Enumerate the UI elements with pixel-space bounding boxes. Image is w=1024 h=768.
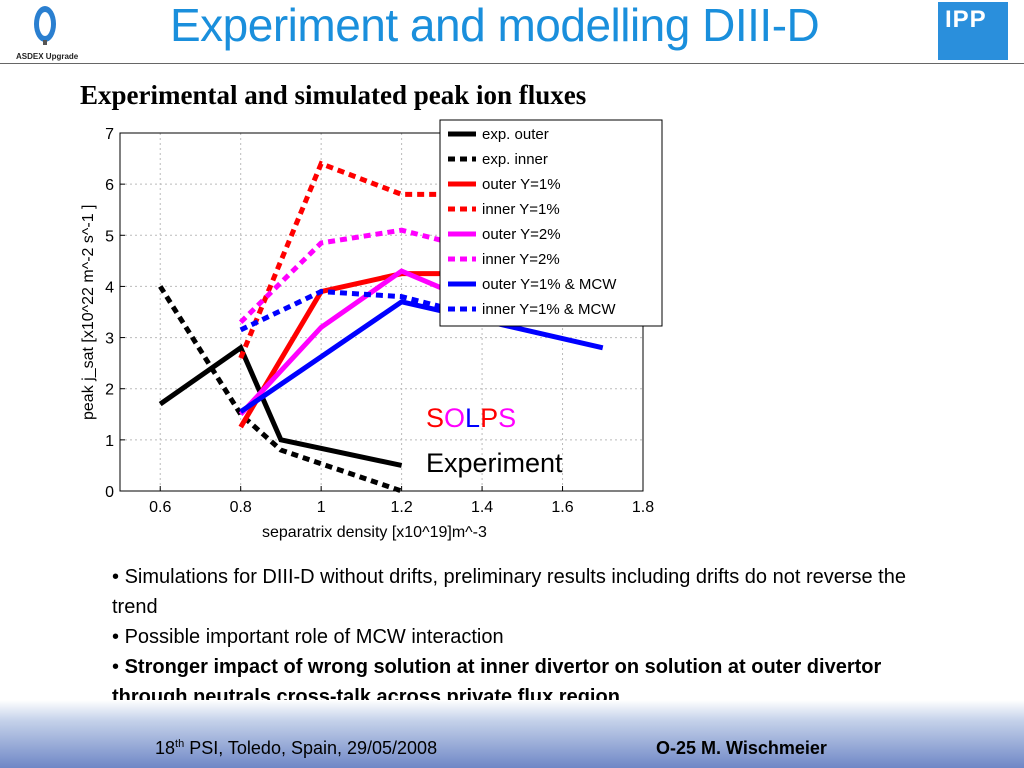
legend-entry-4: inner Y=1% [482,201,560,218]
flux-chart: 0.6 0.8 1 1.2 1.4 1.6 1.8 0 1 2 3 4 5 6 7 separatrix … [80,119,663,541]
y-tick-label: 3 [105,331,114,348]
footer-rest: PSI, Toledo, Spain, 29/05/2008 [184,738,438,758]
x-tick-label: 1.8 [632,499,654,516]
y-axis-label-text: peak j_sat [x10^22 m^-2 s^-1 ] [80,204,97,420]
legend-entry-1: exp. outer [482,126,549,143]
footer-sup: th [175,738,185,750]
y-tick-label: 0 [105,484,114,501]
left-logo-caption: ASDEX Upgrade [16,52,79,61]
x-tick-label: 1.4 [471,499,493,516]
ipp-logo-text: IPP [945,6,987,33]
x-tick-label: 1.6 [551,499,573,516]
ipp-logo: IPP [938,2,1008,60]
solps-letter-4: P [480,403,498,433]
series-line-5 [238,268,463,416]
bullet-1-text: Simulations for DIII-D without drifts, p… [112,566,906,618]
legend-box [439,119,663,327]
header-divider [0,63,1024,64]
bullet-1: • Simulations for DIII-D without drifts,… [112,562,952,622]
x-tick-label: 1.2 [390,499,412,516]
bullet-2: • Possible important role of MCW interac… [112,622,952,652]
solps-letter-2: O [444,403,465,433]
footer-num: 18 [155,738,176,758]
x-tick-label: 0.6 [149,499,171,516]
footer: 18th PSI, Toledo, Spain, 29/05/2008 O-25… [0,700,1024,768]
footer-conference: 18th PSI, Toledo, Spain, 29/05/2008 [155,738,437,759]
x-axis-label: separatrix density [x10^19]m^-3 [262,524,487,541]
series-line-2 [158,285,403,494]
y-tick-label: 2 [105,382,114,399]
solps-letter-5: S [498,403,516,433]
asdex-logo: ASDEX Upgrade [16,4,80,62]
legend-entry-3: outer Y=1% [482,176,561,193]
experiment-annotation: Experiment [426,448,563,478]
slide-title: Experiment and modelling DIII-D [170,0,820,51]
y-ticks: 0 1 2 3 4 5 6 7 [105,126,125,501]
legend-entry-2: exp. inner [482,151,548,168]
y-tick-label: 7 [105,126,114,143]
legend-entry-8: inner Y=1% & MCW [482,301,616,318]
legend-entry-6: inner Y=2% [482,251,560,268]
solps-annotation: SOLPS [426,403,516,433]
bullet-3-marker: • [112,656,120,678]
solps-letter-1: S [426,403,444,433]
y-axis-label: peak j_sat [x10^22 m^-2 s^-1 ] [80,204,97,420]
series-line-1 [158,344,403,468]
series-line-7 [239,299,604,414]
asdex-emblem-icon [34,6,56,45]
x-tick-label: 0.8 [230,499,252,516]
bullet-1-marker: • [112,566,120,588]
x-tick-label: 1 [317,499,326,516]
legend-entry-5: outer Y=2% [482,226,561,243]
x-axis-label-main: separatrix density [x10^19]m^-3 [262,524,487,541]
bullet-2-marker: • [112,626,120,648]
y-tick-label: 5 [105,228,114,245]
x-ticks: 0.6 0.8 1 1.2 1.4 1.6 1.8 [149,486,654,516]
legend-entry-7: outer Y=1% & MCW [482,276,617,293]
solps-letter-3: L [465,403,480,433]
footer-talk-id: O-25 M. Wischmeier [656,738,827,758]
y-tick-label: 1 [105,433,114,450]
bullet-list: • Simulations for DIII-D without drifts,… [112,562,952,712]
chart-legend: exp. outer exp. inner outer Y=1% inner Y=1%… [439,119,663,327]
y-tick-label: 6 [105,177,114,194]
slide-subtitle: Experimental and simulated peak ion flux… [80,80,587,110]
bullet-2-text: Possible important role of MCW interacti… [119,626,504,648]
y-tick-label: 4 [105,279,114,296]
